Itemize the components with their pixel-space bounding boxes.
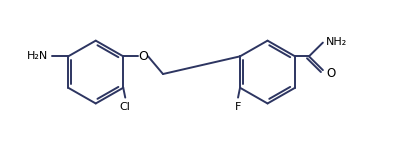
Text: Cl: Cl — [120, 102, 131, 112]
Text: NH₂: NH₂ — [326, 37, 347, 47]
Text: H₂N: H₂N — [27, 51, 48, 61]
Text: O: O — [138, 50, 148, 63]
Text: F: F — [235, 102, 241, 112]
Text: O: O — [327, 67, 336, 80]
